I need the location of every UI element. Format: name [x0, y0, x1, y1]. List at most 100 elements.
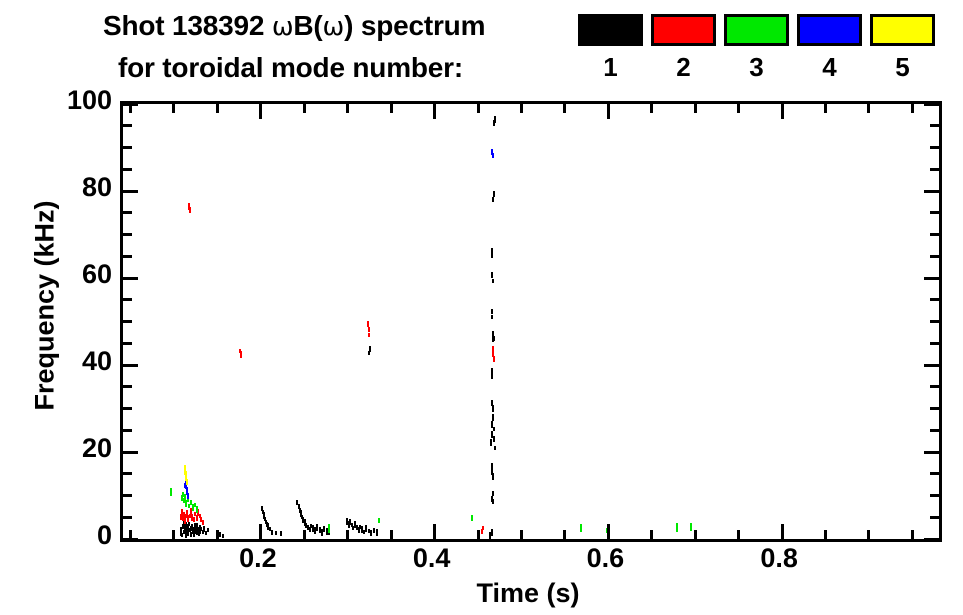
y-tick-minor [123, 385, 132, 389]
y-tick-right-minor [930, 124, 939, 128]
data-point-mode-5 [184, 465, 187, 473]
data-point-mode-1 [492, 427, 495, 432]
title-suffix: ) spectrum [344, 10, 486, 41]
y-tick-right-major [924, 276, 939, 280]
data-point-mode-1 [188, 528, 191, 533]
data-point-mode-1 [183, 521, 186, 529]
legend-item-mode-5[interactable]: 5 [870, 0, 943, 90]
data-point-mode-3 [605, 527, 608, 533]
data-point-mode-1 [192, 526, 195, 531]
y-tick-right-minor [930, 472, 939, 476]
x-tick-major [433, 524, 437, 539]
x-tick-minor [302, 530, 306, 539]
y-tick-minor [123, 320, 132, 323]
x-tick-top-minor [389, 104, 393, 113]
x-tick-minor [346, 530, 350, 539]
data-point-mode-2 [200, 516, 203, 522]
data-point-mode-3 [580, 524, 583, 530]
data-point-mode-4 [186, 490, 189, 496]
data-point-mode-2 [194, 511, 197, 516]
legend-item-mode-1[interactable]: 1 [578, 0, 651, 90]
omega-icon-1: ω [271, 12, 294, 42]
data-point-mode-1 [346, 518, 349, 526]
legend: 1 2 3 4 5 [0, 0, 963, 90]
data-point-mode-1 [310, 523, 313, 528]
y-tick-right-minor [930, 146, 939, 149]
data-point-mode-1 [352, 525, 355, 530]
data-point-mode-4 [185, 487, 188, 492]
data-point-mode-1 [267, 523, 270, 531]
data-point-mode-1 [363, 529, 366, 534]
plot-data-canvas [123, 104, 939, 539]
data-point-mode-1 [491, 405, 494, 412]
y-tick-minor [123, 515, 132, 519]
y-tick-label: 0 [96, 520, 112, 550]
x-tick-top-minor [824, 104, 828, 113]
data-point-mode-1 [181, 533, 184, 538]
data-point-mode-4 [186, 493, 189, 500]
data-point-mode-1 [197, 528, 200, 536]
x-tick-label: 0.6 [586, 543, 625, 573]
data-point-mode-1 [493, 435, 496, 442]
x-tick-top-minor [476, 104, 480, 113]
data-point-mode-1 [308, 526, 311, 532]
legend-swatch-mode-1 [578, 14, 643, 46]
legend-swatch-mode-3 [724, 14, 789, 46]
data-point-mode-2 [191, 513, 194, 521]
y-tick-minor [123, 167, 132, 171]
x-tick-major [606, 524, 610, 539]
legend-item-mode-2[interactable]: 2 [651, 0, 724, 90]
data-point-mode-1 [490, 467, 493, 475]
data-point-mode-2 [491, 346, 494, 353]
data-point-mode-1 [297, 503, 300, 509]
x-axis-title: Time (s) [476, 578, 580, 608]
data-point-mode-1 [185, 522, 188, 530]
y-tick-right-major [924, 537, 939, 541]
data-point-mode-2 [190, 507, 193, 515]
data-point-mode-3 [190, 499, 193, 505]
x-tick-top-major [433, 104, 437, 119]
data-point-mode-1 [268, 527, 271, 532]
legend-item-mode-4[interactable]: 4 [797, 0, 870, 90]
data-point-mode-1 [192, 530, 195, 538]
data-point-mode-1 [182, 530, 185, 535]
data-point-mode-3 [182, 498, 185, 504]
data-point-mode-1 [350, 523, 353, 528]
data-point-mode-1 [264, 519, 267, 524]
data-point-mode-1 [186, 524, 189, 532]
y-tick-right-minor [930, 167, 939, 171]
x-tick-minor [737, 530, 741, 539]
data-point-mode-1 [201, 530, 204, 535]
x-tick-label: 0.2 [239, 543, 277, 573]
data-point-mode-1 [205, 531, 208, 536]
y-tick-right-major [924, 102, 939, 106]
data-point-mode-1 [368, 350, 371, 355]
data-point-mode-2 [181, 516, 184, 522]
legend-item-mode-3[interactable]: 3 [724, 0, 797, 90]
data-point-mode-1 [490, 308, 493, 314]
data-point-mode-1 [328, 531, 331, 536]
data-point-mode-1 [306, 525, 309, 531]
y-tick-minor [123, 341, 132, 345]
data-point-mode-1 [260, 506, 263, 512]
y-tick-label: 80 [81, 172, 112, 202]
data-point-mode-2 [367, 332, 370, 337]
data-point-mode-1 [180, 526, 183, 533]
data-point-mode-1 [490, 431, 493, 439]
plot-title-line-2: for toroidal mode number: [118, 52, 464, 83]
data-point-mode-1 [262, 512, 265, 519]
y-axis-title: Frequency (kHz) [29, 200, 60, 411]
data-point-mode-1 [187, 530, 190, 536]
x-tick-label: 0.4 [412, 543, 451, 573]
data-point-mode-1 [491, 315, 494, 320]
data-point-mode-3 [170, 491, 173, 497]
data-point-mode-1 [190, 526, 193, 532]
y-tick-minor [123, 146, 132, 149]
y-tick-right-major [924, 450, 939, 454]
legend-label-mode-2: 2 [676, 52, 691, 82]
data-point-mode-5 [185, 478, 188, 485]
data-point-mode-1 [347, 520, 350, 528]
y-tick-label: 40 [81, 346, 112, 376]
x-tick-top-minor [129, 104, 133, 113]
data-point-mode-1 [492, 197, 495, 203]
